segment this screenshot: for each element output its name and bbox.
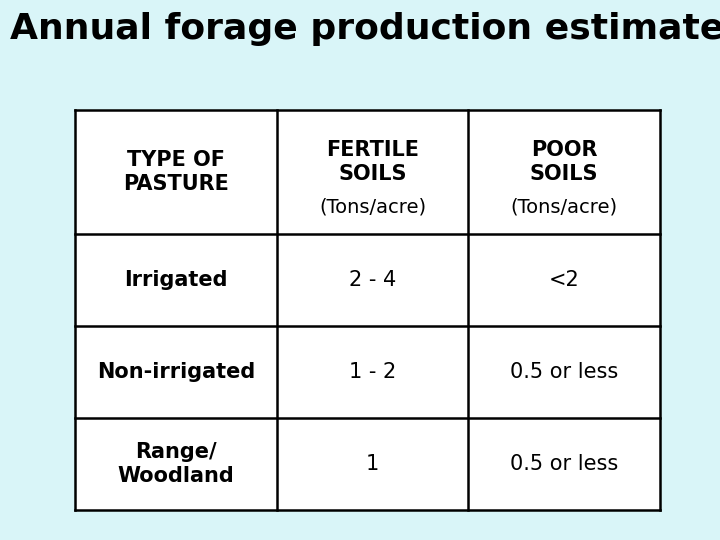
Text: (Tons/acre): (Tons/acre) [510,197,618,216]
Text: (Tons/acre): (Tons/acre) [319,197,426,216]
Text: 0.5 or less: 0.5 or less [510,454,618,474]
Text: TYPE OF
PASTURE: TYPE OF PASTURE [123,151,229,194]
Bar [468,234,660,326]
Text: 1: 1 [366,454,379,474]
Text: 1 - 2: 1 - 2 [349,362,396,382]
Bar [276,234,468,326]
Text: Range/
Woodland: Range/ Woodland [117,442,234,485]
Bar [75,110,276,234]
Bar [468,110,660,234]
Bar [75,326,276,418]
Bar [468,326,660,418]
Text: FERTILE
SOILS: FERTILE SOILS [326,140,419,184]
Bar [276,418,468,510]
Bar [276,326,468,418]
Text: Irrigated: Irrigated [124,270,228,290]
Bar [276,110,468,234]
Bar [468,418,660,510]
Text: 2 - 4: 2 - 4 [349,270,396,290]
Text: 0.5 or less: 0.5 or less [510,362,618,382]
Bar [75,418,276,510]
Bar [75,234,276,326]
Text: POOR
SOILS: POOR SOILS [530,140,598,184]
Text: Annual forage production estimates: Annual forage production estimates [10,12,720,46]
Text: Non-irrigated: Non-irrigated [96,362,255,382]
Text: <2: <2 [549,270,580,290]
